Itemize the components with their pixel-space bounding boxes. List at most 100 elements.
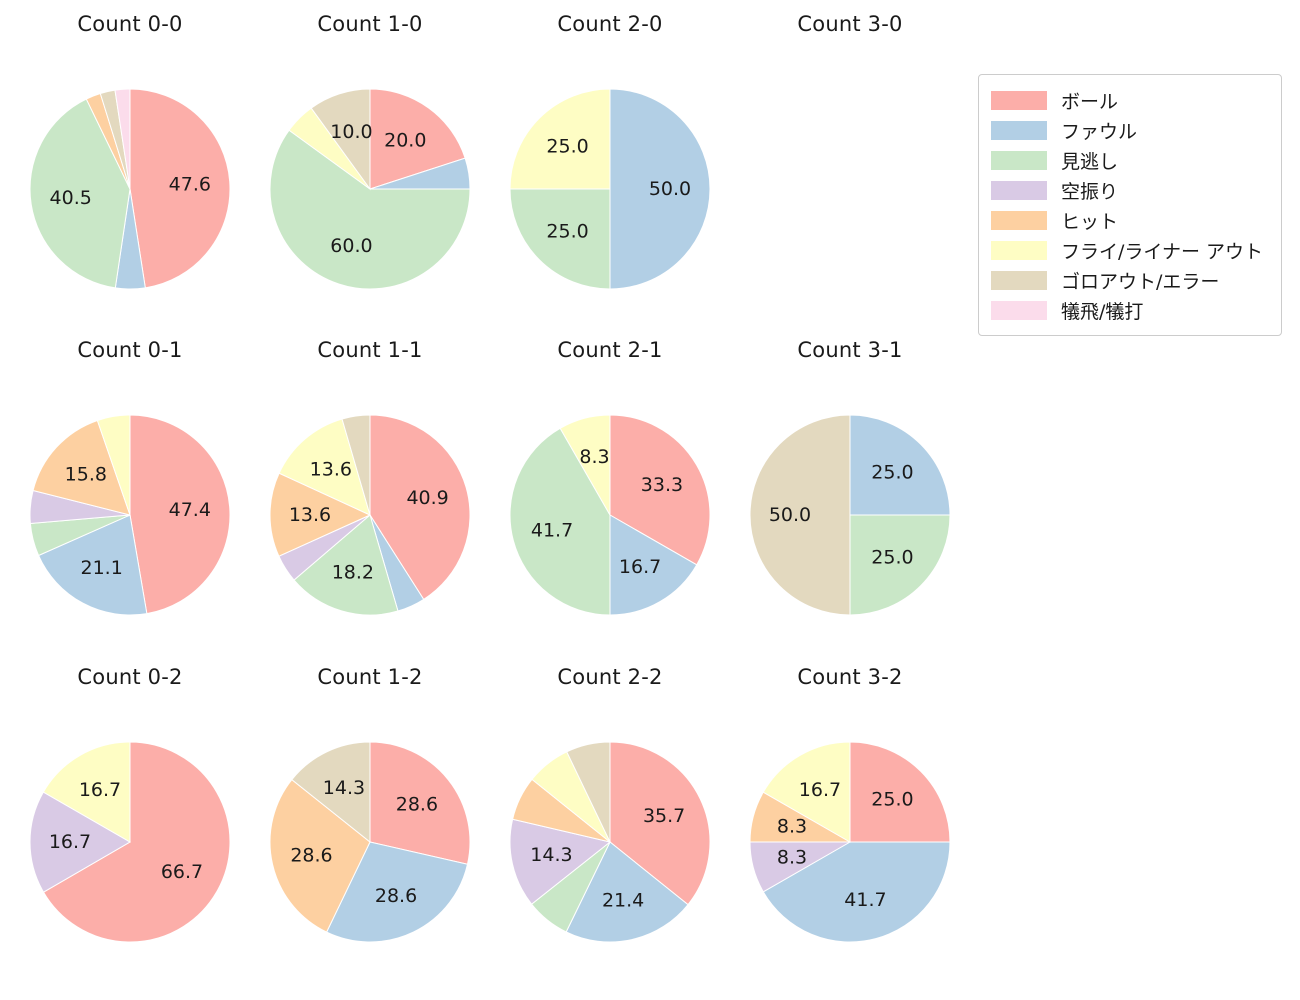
pie-chart-count-0-1: Count 0-1 47.4 21.1 15.8	[0, 338, 260, 658]
legend-item-label: 犠飛/犠打	[1061, 300, 1144, 323]
pie-slice-label: 33.3	[641, 474, 683, 496]
pie-chart-count-1-0: Count 1-0 20.0 60.0 10.0	[240, 12, 500, 332]
pie-canvas: 25.0 25.0 50.0	[720, 383, 980, 653]
pie-canvas	[720, 57, 980, 327]
pie-canvas: 50.0 25.0 25.0	[480, 57, 740, 327]
pie-slice	[369, 414, 471, 601]
pie-slice	[32, 419, 131, 516]
legend-color-swatch	[991, 270, 1047, 290]
pie-slice-label: 40.9	[406, 487, 448, 509]
pie-chart-title: Count 2-0	[557, 12, 663, 36]
pie-slice	[278, 418, 371, 516]
pie-chart-title: Count 1-2	[317, 665, 423, 689]
pie-chart-title: Count 3-1	[797, 338, 903, 362]
pie-slice	[129, 414, 231, 615]
pie-slice-label: 14.3	[530, 844, 572, 866]
pie-chart-count-2-2: Count 2-2 35.7 21.4 14.3	[480, 665, 740, 985]
pie-chart-count-3-2: Count 3-2 25.0 41.7 8.3 8.3 16.7	[720, 665, 980, 985]
pie-slice-label: 28.6	[396, 794, 438, 816]
legend-color-swatch	[991, 120, 1047, 140]
pie-slice	[762, 741, 851, 843]
pie-chart-title: Count 2-2	[557, 665, 663, 689]
pie-slice	[269, 129, 471, 290]
legend-color-swatch	[991, 240, 1047, 260]
pie-chart-count-2-1: Count 2-1 33.3 16.7 41.7 8.3	[480, 338, 740, 658]
pie-slice-label: 16.7	[79, 779, 121, 801]
legend-item: ファウル	[991, 115, 1269, 145]
legend-item-label: 見逃し	[1061, 150, 1119, 173]
pie-slice	[96, 414, 131, 516]
pie-slice	[749, 414, 851, 616]
legend-item-label: フライ/ライナー アウト	[1061, 240, 1264, 263]
pie-chart-title: Count 0-0	[77, 12, 183, 36]
pie-chart-title: Count 1-1	[317, 338, 423, 362]
pie-slice	[269, 472, 372, 557]
pie-slice	[565, 841, 689, 943]
pie-slice	[566, 741, 611, 843]
legend-item-label: ヒット	[1061, 210, 1119, 233]
pie-slice	[559, 414, 611, 517]
pie-slice-label: 25.0	[871, 789, 913, 811]
pie-canvas: 20.0 60.0 10.0	[240, 57, 500, 327]
pie-chart-count-3-1: Count 3-1 25.0 25.0 50.0	[720, 338, 980, 658]
pie-slice	[293, 514, 399, 616]
pie-slice	[269, 778, 371, 933]
pie-slice-label: 21.1	[80, 557, 122, 579]
pie-slice-label: 40.5	[50, 187, 92, 209]
pie-slice-label: 16.7	[619, 556, 661, 578]
pie-chart-count-0-2: Count 0-2 66.7 16.7 16.7	[0, 665, 260, 985]
pie-slice	[291, 741, 371, 844]
pie-slice-label: 16.7	[49, 831, 91, 853]
pie-canvas: 35.7 21.4 14.3	[480, 710, 740, 980]
legend-item-label: ゴロアウト/エラー	[1061, 270, 1220, 293]
pie-chart-count-1-2: Count 1-2 28.6 28.6 28.6 14.3	[240, 665, 500, 985]
pie-slice	[129, 88, 231, 289]
pie-canvas: 47.6 40.5	[0, 57, 260, 327]
pie-slice	[509, 818, 612, 905]
pie-slice	[114, 88, 131, 190]
pie-slice	[310, 88, 371, 191]
pie-slice	[509, 188, 611, 290]
pie-slice	[369, 88, 466, 190]
pie-slice-label: 28.6	[290, 844, 332, 866]
pie-slice-label: 8.3	[579, 446, 609, 468]
pie-slice-label: 13.6	[310, 459, 352, 481]
pie-slice-label: 41.7	[531, 519, 573, 541]
legend-item: 見逃し	[991, 145, 1269, 175]
pie-slice	[29, 791, 131, 893]
pie-slice	[42, 741, 131, 843]
pie-slice-label: 20.0	[384, 129, 426, 151]
pie-slice-label: 50.0	[649, 178, 691, 200]
pie-slice-label: 25.0	[871, 462, 913, 484]
pie-slice-label: 25.0	[871, 546, 913, 568]
pie-chart-title: Count 1-0	[317, 12, 423, 36]
pie-slice-label: 41.7	[844, 889, 886, 911]
pie-chart-title: Count 0-1	[77, 338, 183, 362]
pie-slice-label: 15.8	[65, 463, 107, 485]
pie-slice	[341, 414, 371, 516]
pie-slice-label: 47.6	[169, 173, 211, 195]
legend-item: 空振り	[991, 175, 1269, 205]
pie-slice-label: 50.0	[769, 504, 811, 526]
legend: ボール ファウル 見逃し 空振り ヒット フライ/ライナー アウト ゴロアウト/エラー 犠飛/…	[978, 74, 1282, 336]
pie-slice-label: 28.6	[375, 885, 417, 907]
pie-slice-label: 60.0	[330, 235, 372, 257]
pie-slice-label: 13.6	[289, 504, 331, 526]
pie-slice-label: 16.7	[799, 779, 841, 801]
pie-canvas: 47.4 21.1 15.8	[0, 383, 260, 653]
pie-slice-label: 47.4	[169, 499, 211, 521]
pie-slice-label: 10.0	[330, 121, 372, 143]
pie-slice	[849, 414, 951, 516]
pie-slice-label: 8.3	[777, 846, 807, 868]
legend-item: フライ/ライナー アウト	[991, 235, 1269, 265]
legend-item-label: ファウル	[1061, 120, 1138, 143]
legend-item-label: 空振り	[1061, 180, 1119, 203]
pie-slice	[509, 427, 611, 616]
legend-color-swatch	[991, 210, 1047, 230]
pie-slice	[609, 88, 711, 290]
legend-color-swatch	[991, 150, 1047, 170]
pie-slice	[42, 741, 231, 943]
legend-item: 犠飛/犠打	[991, 295, 1269, 325]
pie-chart-title: Count 3-0	[797, 12, 903, 36]
pie-slice-label: 35.7	[643, 805, 685, 827]
